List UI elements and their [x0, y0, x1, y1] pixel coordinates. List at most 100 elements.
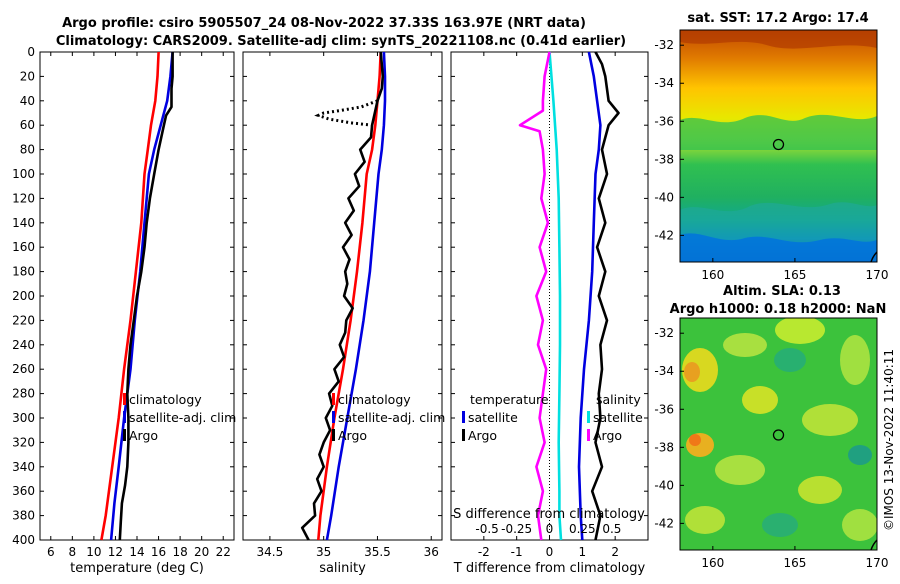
x-tick-label: 18: [172, 545, 187, 559]
y-tick-label: 200: [12, 289, 35, 303]
temp-legend-0-swatch: [123, 393, 126, 405]
diff-top-xlabel: S difference from climatology: [453, 507, 645, 522]
temp-legend-1-swatch: [123, 411, 126, 423]
x-tick-label: 16: [151, 545, 166, 559]
map-y-tick-label: -36: [654, 402, 674, 416]
sst-map-axes: 160 165 170 -32 -34 -36 -38 -40 -42: [654, 38, 888, 282]
temperature-panel: 0 20 40 60 80 100 120 140 160 180 200 220 240 260 280 3…: [12, 45, 236, 576]
sal-legend-0-label: climatology: [338, 392, 411, 407]
x-tick-label: -2: [478, 545, 490, 559]
x-tick-label: 0: [546, 545, 554, 559]
copyright-stamp: ©IMOS 13-Nov-2022 11:40:11: [882, 349, 896, 531]
y-tick-label: 380: [12, 509, 35, 523]
map-x-tick-label: 160: [701, 556, 724, 570]
salinity-panel: 34.5 35 35.5 36 salinity climatology satellite…: [242, 51, 445, 576]
salinity-profile-frame: [242, 51, 443, 541]
map-x-tick-label: 170: [866, 268, 889, 282]
x-tick-label: 14: [129, 545, 144, 559]
map-y-tick-label: -34: [654, 364, 674, 378]
temp-legend-0-label: climatology: [129, 392, 202, 407]
sal-legend-0-swatch: [332, 393, 335, 405]
diff-legend-t-sat-swatch: [462, 411, 465, 423]
map-y-tick-label: -42: [654, 228, 674, 242]
x-tick-label: 10: [86, 545, 101, 559]
coastline-fragment: [870, 251, 878, 263]
sal-series-satellite-adj-clim: [325, 51, 387, 541]
temp-series-satellite-adj-clim: [109, 51, 174, 541]
diff-top-tick-label: -0.5: [475, 522, 498, 536]
temp-series-argo: [118, 52, 174, 541]
figure-title-line-1: Argo profile: csiro 5905507_24 08-Nov-20…: [62, 16, 586, 31]
map-y-tick-label: -38: [654, 152, 674, 166]
diff-series-s-satellite: [548, 51, 563, 541]
x-tick-label: 1: [579, 545, 587, 559]
sla-map-title-1: Altim. SLA: 0.13: [723, 284, 841, 299]
diff-legend-t-sat-label: satellite: [468, 410, 518, 425]
diff-legend-s-argo-swatch: [587, 429, 590, 441]
map-x-tick-label: 170: [866, 556, 889, 570]
sal-argo-dotted-excursion: [314, 99, 379, 127]
y-tick-label: 140: [12, 216, 35, 230]
x-tick-label: 6: [47, 545, 55, 559]
sst-map-title: sat. SST: 17.2 Argo: 17.4: [687, 11, 868, 26]
difference-panel: -2 -1 0 1 2 T difference from climatology temp…: [450, 51, 649, 576]
y-tick-label: 240: [12, 338, 35, 352]
temperature-profile-xlabel: temperature (deg C): [70, 561, 204, 576]
diff-series-s-argo: [518, 51, 551, 541]
y-tick-label: 180: [12, 265, 35, 279]
y-tick-label: 260: [12, 362, 35, 376]
temp-series-climatology: [100, 51, 160, 541]
coastline-fragment: [870, 539, 878, 551]
y-tick-label: 100: [12, 167, 35, 181]
temp-legend-2-label: Argo: [129, 428, 158, 443]
x-tick-label: 34.5: [257, 545, 284, 559]
y-tick-label: 280: [12, 387, 35, 401]
map-x-tick-label: 160: [701, 268, 724, 282]
x-tick-label: 35.5: [364, 545, 391, 559]
diff-legend-s-sat-label: satellite: [593, 410, 643, 425]
diff-legend-s-sat-swatch: [587, 411, 590, 423]
y-tick-label: 160: [12, 240, 35, 254]
y-tick-label: 20: [20, 69, 35, 83]
y-tick-label: 400: [12, 533, 35, 547]
diff-top-tick-label: -0.25: [501, 522, 532, 536]
sla-map-axes: 160 165 170 -32 -34 -36 -38 -40 -42: [654, 326, 888, 570]
figure-title-line-2: Climatology: CARS2009. Satellite-adj cli…: [56, 34, 626, 49]
diff-series-t-argo: [590, 51, 620, 541]
diff-legend-t-argo-swatch: [462, 429, 465, 441]
x-tick-label: 20: [194, 545, 209, 559]
x-tick-label: 22: [216, 545, 231, 559]
sla-argo-location-marker: [772, 429, 785, 441]
y-tick-label: 360: [12, 484, 35, 498]
map-y-tick-label: -38: [654, 440, 674, 454]
diff-top-tick-label: 0.25: [569, 522, 596, 536]
sla-map-title-2: Argo h1000: 0.18 h2000: NaN: [670, 302, 887, 317]
map-y-tick-label: -34: [654, 76, 674, 90]
map-y-tick-label: -42: [654, 516, 674, 530]
difference-profile-xlabel: T difference from climatology: [453, 561, 646, 576]
map-x-tick-label: 165: [783, 268, 806, 282]
sal-legend-1-swatch: [332, 411, 335, 423]
y-tick-label: 300: [12, 411, 35, 425]
map-y-tick-label: -36: [654, 114, 674, 128]
x-tick-label: 35: [316, 545, 331, 559]
temp-legend-2-swatch: [123, 429, 126, 441]
sal-legend-2-label: Argo: [338, 428, 367, 443]
diff-legend-salinity-title: salinity: [596, 392, 641, 407]
x-tick-label: 36: [424, 545, 439, 559]
diff-legend-s-argo-label: Argo: [593, 428, 622, 443]
x-tick-label: 8: [69, 545, 77, 559]
sst-map-frame: [679, 29, 878, 263]
map-y-tick-label: -32: [654, 326, 674, 340]
diff-top-tick-label: 0.5: [602, 522, 621, 536]
sst-argo-location-marker: [772, 138, 785, 151]
diff-series-t-satellite: [577, 51, 602, 541]
diff-legend-t-argo-label: Argo: [468, 428, 497, 443]
y-tick-label: 220: [12, 313, 35, 327]
x-tick-label: 12: [108, 545, 123, 559]
x-tick-label: -1: [511, 545, 523, 559]
sal-legend-1-label: satellite-adj. clim: [338, 410, 445, 425]
y-tick-label: 0: [27, 45, 35, 59]
sla-map-image: [680, 318, 877, 550]
